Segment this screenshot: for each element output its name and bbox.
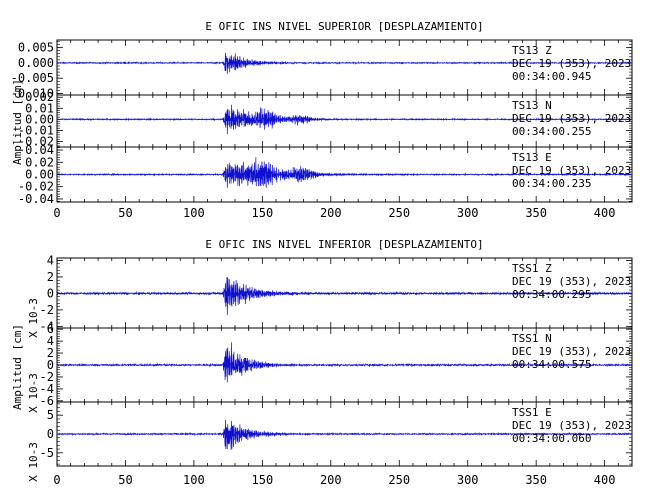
- y-tick-label: 0.04: [25, 143, 54, 157]
- y-axis-label: Amplitud [cm]: [11, 79, 24, 165]
- y-tick-label: 0.000: [18, 56, 54, 70]
- y-tick-label: -2: [40, 370, 54, 384]
- y-tick-label: 0.00: [25, 112, 54, 126]
- x-tick-label: 250: [388, 206, 410, 220]
- waveform-n: [56, 342, 633, 383]
- y-tick-label: -4: [40, 382, 54, 396]
- y-tick-label: 0: [47, 286, 54, 300]
- y-tick-label: -6: [40, 394, 54, 408]
- y-tick-label: -0.04: [18, 192, 54, 206]
- waveform-e: [56, 419, 633, 450]
- chart-group-2: E OFIC INS NIVEL INFERIOR [DESPLAZAMIENT…: [11, 238, 633, 487]
- chart-title: E OFIC INS NIVEL INFERIOR [DESPLAZAMIENT…: [205, 238, 483, 251]
- time-label: 00:34:00.255: [512, 125, 591, 138]
- y-tick-label: 4: [47, 334, 54, 348]
- station-label: TS13 Z: [512, 44, 552, 57]
- date-label: DEC 19 (353), 2023: [512, 275, 631, 288]
- waveform-z: [56, 52, 633, 75]
- chart-title: E OFIC INS NIVEL SUPERIOR [DESPLAZAMIENT…: [205, 20, 483, 33]
- time-label: 00:34:00.060: [512, 432, 591, 445]
- y-tick-label: 0.02: [25, 90, 54, 104]
- date-label: DEC 19 (353), 2023: [512, 57, 631, 70]
- station-label: TSS1 N: [512, 332, 552, 345]
- station-label: TSS1 E: [512, 406, 552, 419]
- y-axis-label: Amplitud [cm]: [11, 324, 24, 410]
- y-tick-label: -2: [40, 303, 54, 317]
- x-tick-label: 0: [53, 473, 60, 487]
- x-tick-label: 250: [388, 473, 410, 487]
- date-label: DEC 19 (353), 2023: [512, 112, 631, 125]
- y-tick-label: 0: [47, 358, 54, 372]
- scale-label: X 10-3: [27, 442, 40, 482]
- y-tick-label: -0.010: [11, 86, 54, 100]
- x-tick-label: 150: [252, 473, 274, 487]
- y-tick-label: -5: [40, 446, 54, 460]
- station-label: TS13 N: [512, 99, 552, 112]
- chart-group-1: E OFIC INS NIVEL SUPERIOR [DESPLAZAMIENT…: [11, 20, 633, 220]
- y-tick-label: -0.01: [18, 123, 54, 137]
- date-label: DEC 19 (353), 2023: [512, 164, 631, 177]
- x-tick-label: 300: [457, 473, 479, 487]
- scale-label: X 10-3: [27, 298, 40, 338]
- waveform-e: [56, 157, 633, 188]
- y-tick-label: 0.00: [25, 168, 54, 182]
- y-tick-label: 0.02: [25, 155, 54, 169]
- time-label: 00:34:00.575: [512, 358, 591, 371]
- y-tick-label: 0.01: [25, 101, 54, 115]
- waveform-n: [56, 104, 633, 135]
- y-tick-label: 6: [47, 322, 54, 336]
- y-tick-label: -0.005: [11, 71, 54, 85]
- y-tick-label: 2: [47, 270, 54, 284]
- y-tick-label: -0.02: [18, 180, 54, 194]
- time-label: 00:34:00.295: [512, 288, 591, 301]
- scale-label: X 10-3: [27, 373, 40, 413]
- y-tick-label: 4: [47, 253, 54, 267]
- x-tick-label: 400: [594, 206, 616, 220]
- date-label: DEC 19 (353), 2023: [512, 345, 631, 358]
- x-tick-label: 100: [183, 206, 205, 220]
- x-tick-label: 150: [252, 206, 274, 220]
- y-tick-label: 0.005: [18, 41, 54, 55]
- waveform-z: [56, 277, 633, 316]
- x-tick-label: 100: [183, 473, 205, 487]
- x-tick-label: 350: [525, 206, 547, 220]
- date-label: DEC 19 (353), 2023: [512, 419, 631, 432]
- y-tick-label: -0.02: [18, 134, 54, 148]
- x-tick-label: 50: [118, 206, 132, 220]
- y-tick-label: 5: [47, 408, 54, 422]
- y-tick-label: -4: [40, 319, 54, 333]
- station-label: TS13 E: [512, 151, 552, 164]
- x-tick-label: 200: [320, 206, 342, 220]
- y-tick-label: 0: [47, 427, 54, 441]
- x-tick-label: 400: [594, 473, 616, 487]
- x-tick-label: 50: [118, 473, 132, 487]
- x-tick-label: 300: [457, 206, 479, 220]
- x-tick-label: 200: [320, 473, 342, 487]
- x-tick-label: 350: [525, 473, 547, 487]
- station-label: TSS1 Z: [512, 262, 552, 275]
- x-tick-label: 0: [53, 206, 60, 220]
- time-label: 00:34:00.235: [512, 177, 591, 190]
- time-label: 00:34:00.945: [512, 70, 591, 83]
- y-tick-label: 2: [47, 346, 54, 360]
